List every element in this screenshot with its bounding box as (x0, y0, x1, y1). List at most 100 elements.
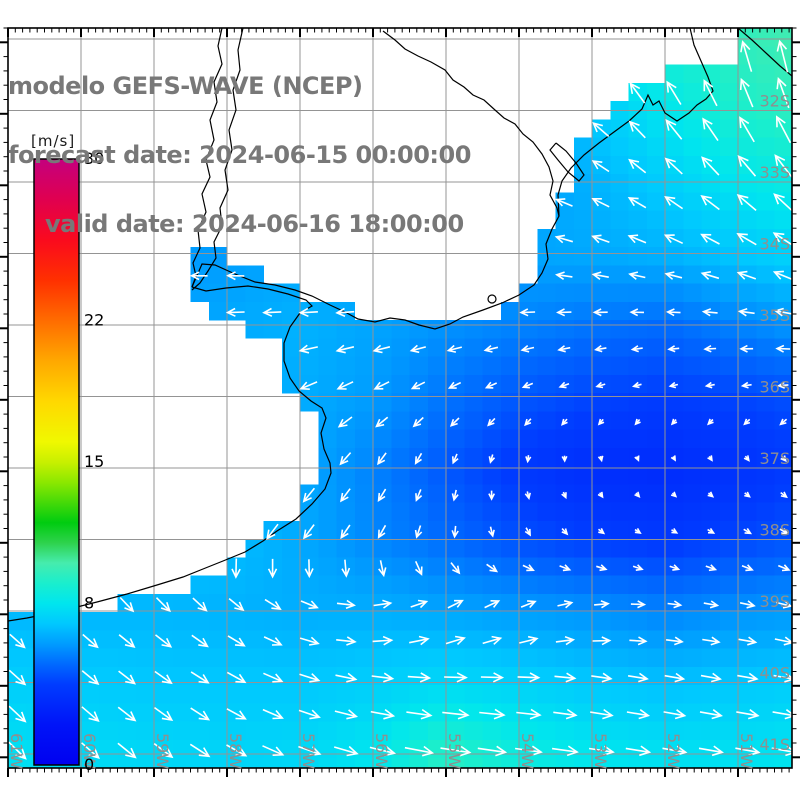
wind-arrow (628, 158, 647, 174)
wind-arrow (263, 636, 283, 646)
wind-arrow (155, 634, 173, 648)
wind-arrow (519, 635, 539, 646)
wind-arrow (740, 381, 752, 389)
wind-arrow (154, 706, 174, 722)
wind-arrow (591, 198, 610, 208)
wind-arrow (703, 79, 718, 107)
wind-arrow (522, 564, 535, 572)
lat-label-41S: 41S (759, 735, 790, 754)
wind-arrow (556, 308, 572, 317)
wind-arrow (739, 77, 754, 108)
wind-arrow (779, 527, 789, 535)
wind-arrow (341, 559, 351, 578)
wind-arrow (520, 344, 535, 353)
wind-arrow (377, 524, 387, 539)
wind-arrow (553, 708, 578, 720)
wind-arrow (555, 636, 576, 646)
wind-arrow (370, 708, 396, 720)
wind-arrow (592, 308, 608, 317)
wind-arrow (225, 307, 245, 317)
wind-arrow (707, 455, 713, 462)
wind-arrow (442, 708, 470, 720)
wind-arrow (378, 560, 387, 578)
wind-arrow (592, 122, 610, 138)
wind-arrow (482, 635, 503, 645)
wind-arrow (227, 635, 246, 647)
wind-arrow (262, 307, 282, 317)
wind-arrow (519, 308, 536, 317)
wind-arrow (119, 596, 135, 613)
wind-arrow (335, 344, 355, 354)
wind-arrow (404, 745, 435, 757)
lon-label-54W: 54W (518, 733, 537, 769)
wind-arrow (333, 745, 359, 757)
wind-arrow (337, 416, 353, 428)
wind-arrow (81, 742, 100, 759)
wind-arrow (597, 418, 605, 426)
wind-arrow (739, 116, 755, 143)
wind-arrow (444, 672, 468, 683)
lon-label-56W: 56W (372, 733, 391, 769)
wind-arrow (445, 635, 466, 645)
wind-arrow (596, 564, 608, 572)
wind-arrow (410, 599, 429, 609)
north-coast-line (191, 30, 560, 330)
wind-arrow (631, 381, 642, 389)
wind-arrow (340, 488, 351, 503)
wind-arrow (628, 120, 646, 139)
wind-arrow (447, 381, 462, 389)
wind-arrow (626, 709, 651, 720)
wind-arrow (335, 307, 355, 317)
colorbar-tick-8: 8 (84, 593, 94, 612)
wind-arrow (336, 599, 356, 610)
wind-arrow (190, 707, 211, 721)
wind-arrow (741, 564, 754, 572)
wind-arrow (668, 381, 679, 389)
wind-arrow (628, 271, 646, 280)
wind-arrow (517, 672, 541, 683)
wind-arrow (191, 634, 209, 648)
colorbar-tick-0: 0 (84, 755, 94, 774)
wind-arrow (773, 193, 792, 212)
wind-arrow (555, 198, 573, 207)
wind-arrow (775, 115, 792, 144)
wind-arrow (484, 381, 498, 389)
wind-arrow (772, 270, 792, 281)
wind-arrow (737, 307, 755, 317)
wind-arrow (554, 672, 577, 683)
colorbar-tick-15: 15 (84, 452, 104, 471)
wind-arrow (520, 600, 537, 609)
wind-arrow (226, 744, 248, 757)
wind-arrow (671, 527, 679, 534)
wind-arrow (699, 709, 723, 720)
parana-river-line (191, 28, 223, 288)
lat-label-32S: 32S (759, 92, 790, 111)
wind-arrow (700, 271, 720, 280)
wind-arrow (703, 345, 717, 353)
lat-label-34S: 34S (759, 235, 790, 254)
wind-arrow (665, 118, 683, 140)
wind-arrow (117, 742, 137, 759)
colorbar: 30 22 15 8 0 (33, 149, 104, 774)
wind-arrow (336, 381, 354, 390)
wind-arrow (557, 600, 574, 609)
wind-arrow (739, 600, 756, 609)
wind-arrow (487, 417, 496, 427)
wind-arrow (486, 563, 499, 573)
wind-arrow (634, 527, 642, 535)
wind-arrow (670, 418, 678, 426)
wind-arrow (450, 562, 461, 575)
wind-arrow (521, 381, 534, 389)
lat-label-38S: 38S (759, 521, 790, 540)
wind-arrow (372, 344, 391, 354)
wind-arrow (555, 271, 573, 280)
wind-arrow (302, 487, 316, 503)
wind-arrow (740, 40, 753, 72)
wind-arrow (451, 489, 459, 502)
wind-arrow (700, 672, 722, 683)
wind-arrow (776, 600, 792, 609)
wind-arrow (415, 489, 423, 502)
wind-arrow (190, 671, 210, 684)
wind-arrow (736, 270, 757, 280)
wind-arrow (189, 743, 211, 758)
